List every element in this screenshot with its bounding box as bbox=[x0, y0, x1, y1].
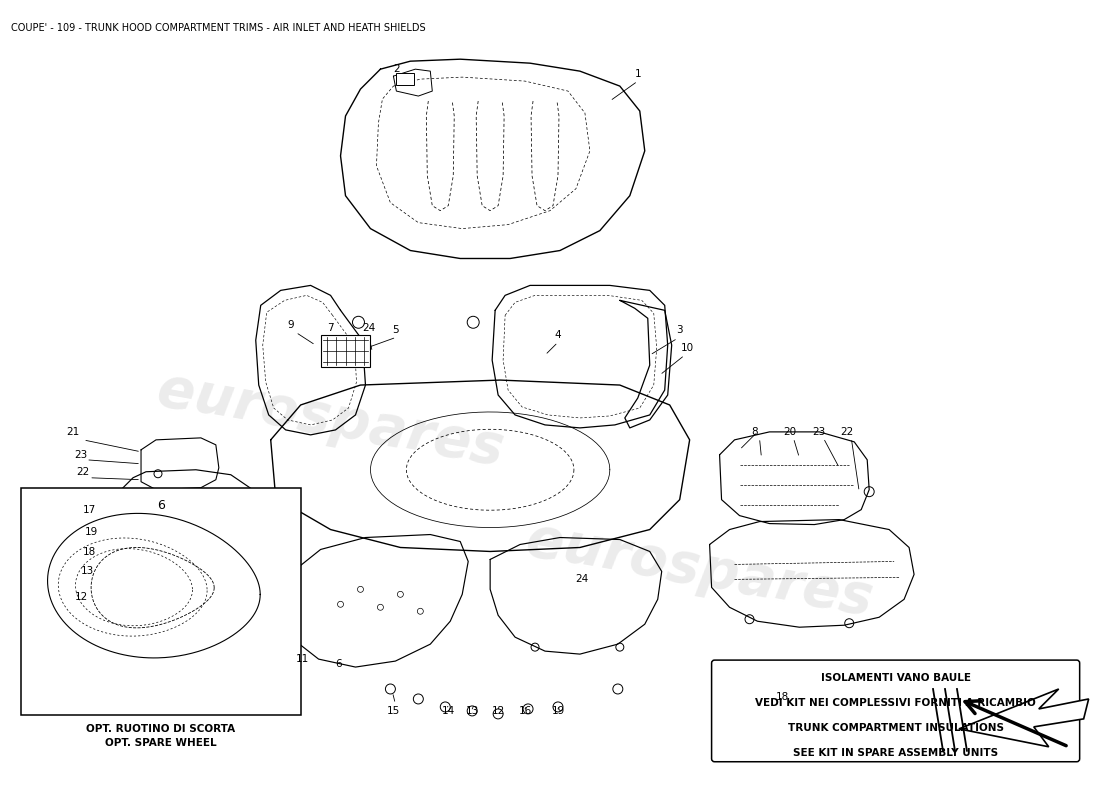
Polygon shape bbox=[959, 689, 1089, 746]
Text: 2: 2 bbox=[393, 64, 399, 74]
Text: 16: 16 bbox=[518, 706, 531, 716]
Text: 17: 17 bbox=[82, 505, 96, 514]
Text: OPT. RUOTINO DI SCORTA: OPT. RUOTINO DI SCORTA bbox=[87, 724, 235, 734]
Text: 22: 22 bbox=[840, 427, 854, 437]
Text: COUPE' - 109 - TRUNK HOOD COMPARTMENT TRIMS - AIR INLET AND HEATH SHIELDS: COUPE' - 109 - TRUNK HOOD COMPARTMENT TR… bbox=[11, 23, 426, 34]
Text: 24: 24 bbox=[575, 574, 589, 584]
Text: 8: 8 bbox=[751, 427, 758, 437]
Text: 13: 13 bbox=[80, 566, 94, 577]
Text: 5: 5 bbox=[392, 326, 398, 335]
Text: TRUNK COMPARTMENT INSULATIONS: TRUNK COMPARTMENT INSULATIONS bbox=[788, 723, 1003, 733]
Text: 20: 20 bbox=[783, 427, 796, 437]
Text: 7: 7 bbox=[327, 323, 334, 334]
Text: 6: 6 bbox=[157, 499, 165, 512]
Text: ISOLAMENTI VANO BAULE: ISOLAMENTI VANO BAULE bbox=[821, 673, 970, 683]
Text: 19: 19 bbox=[85, 526, 98, 537]
Text: 23: 23 bbox=[75, 450, 88, 460]
Text: 3: 3 bbox=[676, 326, 683, 335]
Text: eurospares: eurospares bbox=[153, 363, 508, 477]
Text: 19: 19 bbox=[551, 706, 564, 716]
Text: eurospares: eurospares bbox=[522, 512, 877, 626]
Text: 4: 4 bbox=[554, 330, 561, 340]
Bar bbox=[396, 73, 415, 85]
Bar bbox=[21, 488, 301, 715]
Text: 6: 6 bbox=[336, 659, 342, 669]
Text: 24: 24 bbox=[362, 323, 375, 334]
Text: 12: 12 bbox=[492, 706, 505, 716]
Text: 21: 21 bbox=[67, 427, 80, 437]
Text: 18: 18 bbox=[776, 692, 789, 702]
FancyBboxPatch shape bbox=[712, 660, 1080, 762]
Text: OPT. SPARE WHEEL: OPT. SPARE WHEEL bbox=[106, 738, 217, 748]
Text: 12: 12 bbox=[75, 592, 88, 602]
Text: 22: 22 bbox=[77, 466, 90, 477]
Text: 23: 23 bbox=[813, 427, 826, 437]
Text: SEE KIT IN SPARE ASSEMBLY UNITS: SEE KIT IN SPARE ASSEMBLY UNITS bbox=[793, 748, 998, 758]
Text: 15: 15 bbox=[387, 706, 400, 716]
Text: 13: 13 bbox=[465, 706, 478, 716]
Text: 1: 1 bbox=[635, 69, 641, 79]
Text: 9: 9 bbox=[287, 320, 294, 330]
Text: 14: 14 bbox=[441, 706, 455, 716]
Bar bbox=[320, 335, 371, 367]
Text: VEDI KIT NEI COMPLESSIVI FORNITI A RICAMBIO: VEDI KIT NEI COMPLESSIVI FORNITI A RICAM… bbox=[756, 698, 1036, 708]
Text: 11: 11 bbox=[296, 654, 309, 664]
Text: 18: 18 bbox=[82, 547, 96, 558]
Text: 10: 10 bbox=[681, 343, 694, 353]
